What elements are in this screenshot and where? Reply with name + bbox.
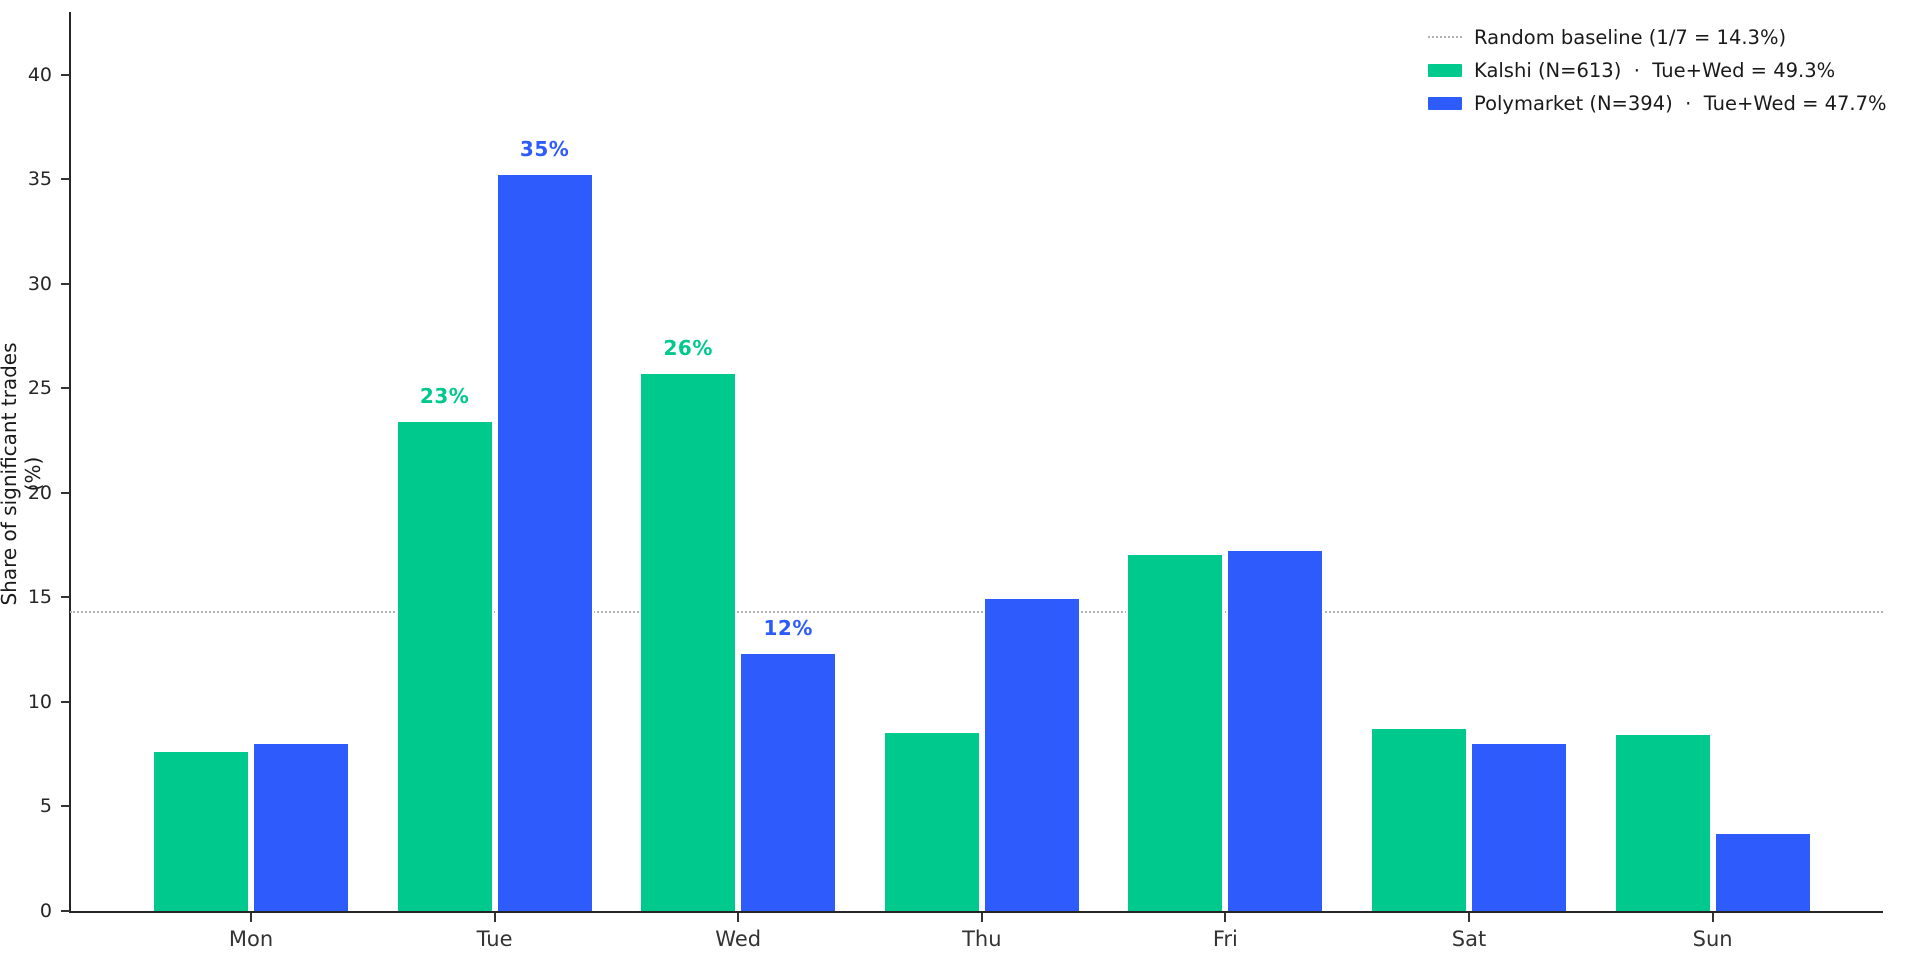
x-tick-mark (1468, 913, 1470, 922)
bar-kalshi-fri (1126, 553, 1225, 911)
legend-label-baseline: Random baseline (1/7 = 14.3%) (1474, 25, 1787, 49)
y-tick-label: 0 (39, 900, 52, 922)
legend-label-polymarket: Polymarket (N=394) · Tue+Wed = 47.7% (1474, 91, 1887, 115)
bar-polymarket-tue (495, 172, 594, 911)
y-tick-label: 5 (39, 795, 52, 818)
legend-row-polymarket: Polymarket (N=394) · Tue+Wed = 47.7% (1428, 90, 1887, 116)
bar-kalshi-mon (152, 750, 250, 911)
y-tick-label: 30 (27, 272, 52, 295)
bar-kalshi-tue (395, 419, 494, 911)
legend: Random baseline (1/7 = 14.3%) Kalshi (N=… (1428, 24, 1887, 116)
y-tick-mark (61, 910, 70, 912)
baseline-dotted-line-swatch (1428, 36, 1462, 38)
bar-kalshi-sat (1370, 727, 1468, 911)
x-tick-mark (250, 913, 252, 922)
y-tick-label: 35 (27, 168, 52, 191)
legend-row-kalshi: Kalshi (N=613) · Tue+Wed = 49.3% (1428, 57, 1887, 83)
bar-kalshi-wed (639, 371, 738, 911)
bar-label-kalshi-wed: 26% (663, 335, 713, 360)
x-tick-label-fri: Fri (1212, 927, 1238, 951)
bar-polymarket-mon (252, 741, 350, 911)
x-tick-mark (1711, 913, 1714, 922)
x-tick-label-thu: Thu (962, 927, 1002, 951)
bar-label-polymarket-tue: 35% (519, 136, 570, 161)
y-tick-label: 25 (27, 377, 52, 400)
x-tick-label-tue: Tue (476, 927, 513, 951)
bar-polymarket-fri (1226, 549, 1325, 911)
random-baseline-line (70, 611, 1883, 614)
x-tick-label-sun: Sun (1692, 927, 1733, 951)
y-tick-mark (61, 596, 70, 599)
legend-label-kalshi: Kalshi (N=613) · Tue+Wed = 49.3% (1474, 58, 1836, 82)
x-tick-label-wed: Wed (715, 927, 762, 951)
polymarket-color-swatch (1428, 96, 1462, 110)
bar-label-kalshi-tue: 23% (419, 383, 470, 408)
y-tick-mark (61, 178, 70, 181)
x-tick-label-sat: Sat (1451, 927, 1487, 951)
bar-polymarket-wed (739, 651, 838, 911)
bar-polymarket-sat (1470, 741, 1568, 911)
y-tick-mark (61, 387, 70, 390)
y-tick-mark (61, 491, 70, 494)
x-tick-mark (980, 913, 983, 922)
y-tick-mark (61, 700, 70, 703)
bar-kalshi-sun (1613, 733, 1712, 911)
bottom-axis-spine (69, 911, 1883, 913)
y-axis-title: Share of significant trades (%) (0, 342, 45, 606)
bar-polymarket-sun (1713, 831, 1812, 911)
bar-label-polymarket-wed: 12% (763, 615, 813, 640)
y-tick-label: 40 (27, 63, 52, 86)
bar-polymarket-thu (982, 597, 1081, 911)
bar-kalshi-thu (882, 731, 981, 911)
kalshi-color-swatch (1428, 63, 1462, 77)
x-tick-mark (737, 913, 740, 922)
y-tick-label: 10 (27, 690, 52, 713)
left-axis-spine (69, 12, 71, 913)
y-tick-mark (61, 805, 70, 808)
x-tick-mark (1224, 913, 1227, 922)
legend-row-baseline: Random baseline (1/7 = 14.3%) (1428, 24, 1887, 50)
x-tick-label-mon: Mon (228, 927, 274, 951)
x-tick-mark (493, 913, 496, 922)
y-tick-mark (61, 73, 70, 76)
y-tick-label: 15 (27, 586, 52, 609)
y-tick-mark (61, 282, 70, 285)
y-tick-label: 20 (27, 481, 52, 504)
